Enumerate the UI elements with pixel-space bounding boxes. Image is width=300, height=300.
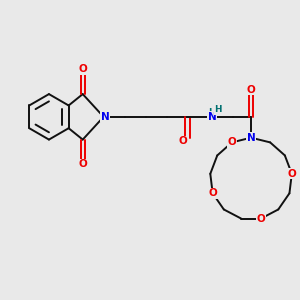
Text: O: O [247, 85, 255, 95]
Text: H: H [214, 105, 222, 114]
Text: H: H [208, 108, 216, 117]
Text: N: N [247, 133, 255, 143]
Text: O: O [256, 214, 265, 224]
Text: N: N [101, 112, 110, 122]
Text: O: O [78, 64, 87, 74]
Text: O: O [228, 137, 236, 147]
Text: O: O [78, 159, 87, 169]
Text: N: N [208, 112, 217, 122]
Text: O: O [208, 188, 217, 198]
Text: O: O [287, 169, 296, 179]
Text: O: O [178, 136, 187, 146]
